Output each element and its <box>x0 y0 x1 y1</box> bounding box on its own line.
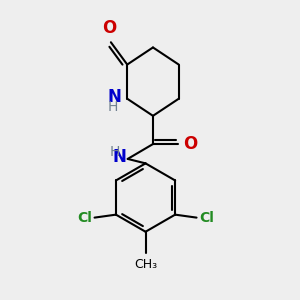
Text: CH₃: CH₃ <box>134 258 157 271</box>
Text: H: H <box>109 146 119 159</box>
Text: Cl: Cl <box>77 211 92 225</box>
Text: H: H <box>108 100 118 114</box>
Text: N: N <box>112 148 126 166</box>
Text: O: O <box>102 19 116 37</box>
Text: N: N <box>107 88 121 106</box>
Text: O: O <box>183 135 197 153</box>
Text: Cl: Cl <box>199 211 214 225</box>
